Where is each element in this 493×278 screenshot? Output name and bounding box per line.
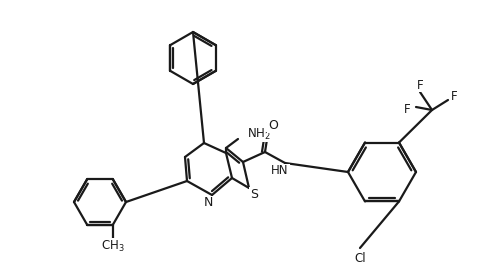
Text: S: S: [250, 187, 258, 200]
Text: HN: HN: [271, 165, 289, 177]
Text: F: F: [451, 90, 458, 103]
Text: CH$_3$: CH$_3$: [101, 239, 125, 254]
Text: N: N: [203, 197, 212, 210]
Text: F: F: [417, 78, 423, 91]
Text: F: F: [404, 103, 410, 115]
Text: O: O: [268, 118, 278, 131]
Text: Cl: Cl: [354, 252, 366, 264]
Text: NH$_2$: NH$_2$: [247, 126, 271, 142]
